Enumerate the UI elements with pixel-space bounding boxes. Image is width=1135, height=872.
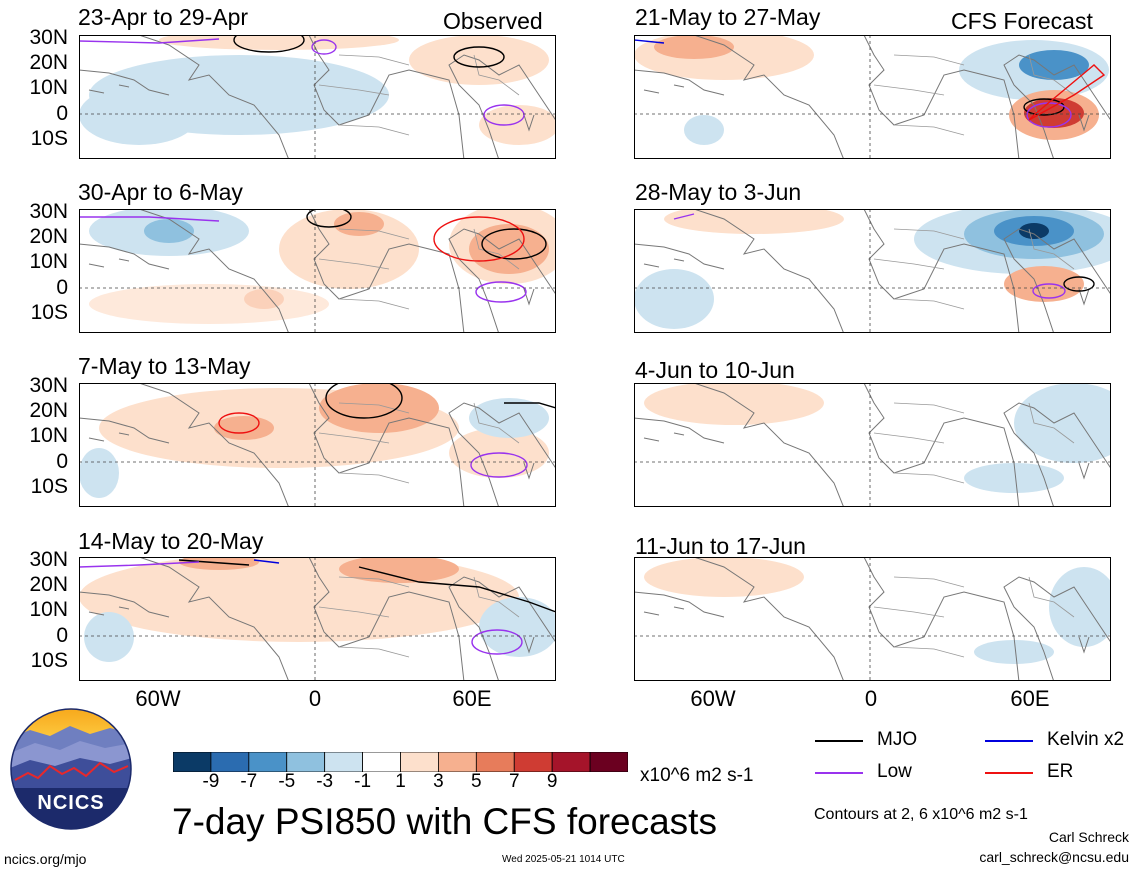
colorbar-tick-label: -7 (240, 771, 258, 792)
lat-label: 10S (30, 127, 68, 150)
lat-label: 30N (29, 200, 68, 223)
lat-label: 10S (30, 475, 68, 498)
panel-title-4: 14-May to 20-May (78, 528, 264, 554)
map-panel-forecast-1 (634, 35, 1111, 159)
colorbar-swatch (324, 751, 363, 773)
lat-label: 30N (29, 26, 68, 49)
panel-title-5: 21-May to 27-May (635, 4, 821, 30)
contours-note: Contours at 2, 6 x10^6 m2 s-1 (814, 806, 1028, 823)
panel-title-1: 23-Apr to 29-Apr (78, 4, 249, 30)
main-title: 7-day PSI850 with CFS forecasts (172, 801, 717, 842)
map-panel-forecast-3 (634, 383, 1111, 507)
legend-line-kelvin (985, 740, 1033, 742)
colorbar-tick-label: -1 (354, 771, 372, 792)
panel-title-7: 4-Jun to 10-Jun (635, 357, 795, 383)
map-panel-observed-3 (79, 383, 556, 507)
site-link[interactable]: ncics.org/mjo (4, 851, 87, 867)
map-panel-observed-2 (79, 209, 556, 333)
lat-label: 0 (56, 450, 68, 473)
colorbar-swatch (589, 751, 629, 773)
colorbar-tick-label: 1 (395, 771, 406, 792)
lon-label-right-0: 0 (864, 686, 878, 711)
author-name: Carl Schreck (1048, 829, 1129, 845)
forecast-column-title: CFS Forecast (951, 8, 1093, 34)
lat-label: 10S (30, 649, 68, 672)
timestamp: Wed 2025-05-21 1014 UTC (502, 854, 625, 865)
lon-label-left-60w: 60W (135, 686, 181, 711)
author-email: carl_schreck@ncsu.edu (979, 849, 1129, 865)
colorbar-swatch (438, 751, 477, 773)
colorbar-swatch (172, 751, 212, 773)
lon-label-right-60w: 60W (690, 686, 736, 711)
colorbar-tick-label: 7 (509, 771, 520, 792)
lat-label: 20N (29, 51, 68, 74)
lat-label: 10N (29, 424, 68, 447)
lat-label: 10N (29, 250, 68, 273)
legend-label-kelvin: Kelvin x2 (1047, 729, 1125, 750)
colorbar-units: x10^6 m2 s-1 (640, 765, 754, 786)
observed-column-title: Observed (443, 8, 543, 34)
lat-label: 0 (56, 276, 68, 299)
panel-title-6: 28-May to 3-Jun (635, 179, 802, 205)
colorbar-swatch (210, 751, 250, 773)
colorbar-swatch (400, 751, 439, 773)
lat-label: 10N (29, 598, 68, 621)
colorbar-tick-label: -5 (278, 771, 296, 792)
legend-line-mjo (815, 740, 863, 742)
lon-label-right-60e: 60E (1010, 686, 1050, 711)
colorbar-swatch (286, 751, 326, 773)
colorbar-tick-label: 3 (433, 771, 444, 792)
map-panel-forecast-2 (634, 209, 1111, 333)
colorbar-tick-label: -3 (316, 771, 334, 792)
lat-label: 0 (56, 624, 68, 647)
panel-title-2: 30-Apr to 6-May (78, 179, 243, 205)
lon-label-left-60e: 60E (452, 686, 492, 711)
colorbar-swatch (513, 751, 553, 773)
lat-label: 0 (56, 102, 68, 125)
map-panel-observed-4 (79, 557, 556, 681)
ncics-logo: NCICS (10, 708, 132, 830)
legend-label-low: Low (877, 761, 912, 782)
colorbar-swatch (248, 751, 288, 773)
colorbar-swatch (475, 751, 515, 773)
legend-line-low (815, 772, 863, 774)
lat-label: 30N (29, 548, 68, 571)
colorbar-swatch (551, 751, 591, 773)
lat-label: 10S (30, 301, 68, 324)
colorbar-tick-label: -9 (202, 771, 220, 792)
map-panel-forecast-4 (634, 557, 1111, 681)
colorbar-tick-label: 9 (546, 771, 558, 792)
colorbar-labels: -9 -7 -5 -3 -1 1 3 5 7 9 (173, 772, 628, 794)
legend-label-mjo: MJO (877, 729, 918, 750)
legend-label-er: ER (1047, 761, 1074, 782)
colorbar-swatch (362, 751, 401, 773)
colorbar-tick-label: 5 (471, 771, 482, 792)
panel-title-8: 11-Jun to 17-Jun (635, 533, 806, 559)
lon-label-left-0: 0 (308, 686, 322, 711)
lat-label: 20N (29, 225, 68, 248)
lat-label: 10N (29, 76, 68, 99)
lat-label: 30N (29, 374, 68, 397)
lat-label: 20N (29, 573, 68, 596)
legend-line-er (985, 772, 1033, 774)
panel-title-3: 7-May to 13-May (78, 353, 251, 379)
lat-label: 20N (29, 399, 68, 422)
map-panel-observed-1 (79, 35, 556, 159)
logo-text: NCICS (37, 792, 105, 814)
colorbar (172, 751, 629, 777)
